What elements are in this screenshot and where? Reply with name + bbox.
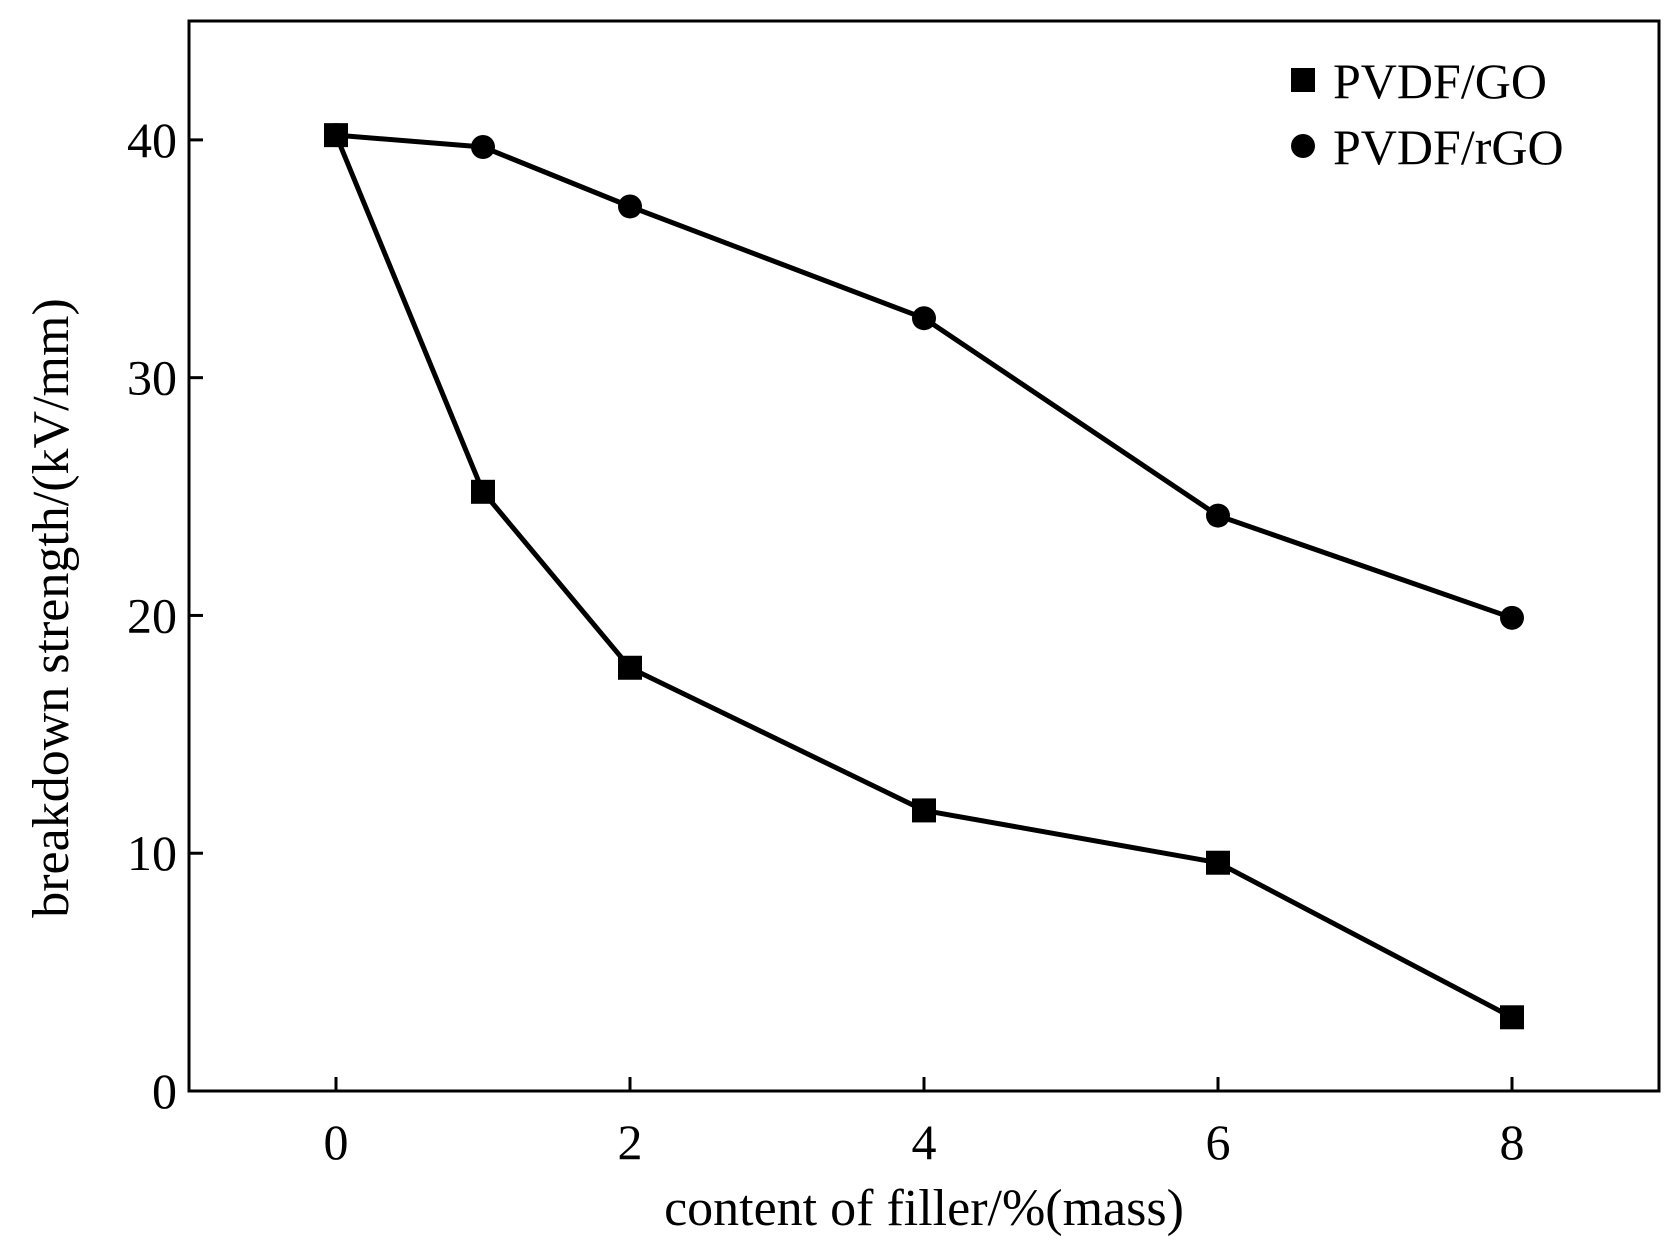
y-tick-label: 20 (127, 587, 177, 643)
axis-ticks: 0 2 4 6 8 0 10 20 30 40 (127, 112, 1525, 1170)
legend-label: PVDF/GO (1333, 53, 1547, 109)
x-tick-label: 4 (912, 1114, 937, 1170)
series-line-pvdf-go (333, 134, 1514, 1020)
data-point-pvdf-rgo (1206, 503, 1230, 528)
x-tick-label: 8 (1500, 1114, 1525, 1170)
x-tick-label: 2 (618, 1114, 643, 1170)
data-point-pvdf-go (1206, 850, 1230, 875)
data-point-pvdf-rgo (618, 194, 642, 219)
legend-marker (1291, 68, 1315, 92)
y-tick-label: 10 (127, 825, 177, 881)
x-tick-label: 6 (1206, 1114, 1231, 1170)
series-pvdf-go (324, 123, 1524, 1030)
y-tick-label: 30 (127, 350, 177, 406)
data-point-pvdf-rgo (1500, 605, 1524, 630)
plot-frame (187, 19, 1661, 1093)
x-axis-title: content of filler/%(mass) (664, 1180, 1184, 1237)
y-axis-title: breakdown strength/(kV/mm) (23, 298, 80, 918)
data-point-pvdf-go (912, 798, 936, 823)
legend-marker (1291, 134, 1315, 158)
legend: PVDF/GO PVDF/rGO (1291, 53, 1564, 175)
data-point-pvdf-rgo (912, 306, 936, 331)
y-tick-label: 40 (127, 112, 177, 168)
x-tick-label: 0 (324, 1114, 349, 1170)
data-point-pvdf-go (618, 655, 642, 680)
series-pvdf-rgo (324, 123, 1524, 630)
data-point-pvdf-go (471, 479, 495, 504)
series-line-pvdf-rgo (335, 132, 1513, 621)
data-point-pvdf-rgo (471, 135, 495, 160)
y-tick-label: 0 (152, 1063, 177, 1119)
legend-label: PVDF/rGO (1333, 119, 1564, 175)
data-point-pvdf-rgo (324, 123, 348, 148)
data-point-pvdf-go (1500, 1005, 1524, 1030)
data-series (324, 123, 1524, 1030)
